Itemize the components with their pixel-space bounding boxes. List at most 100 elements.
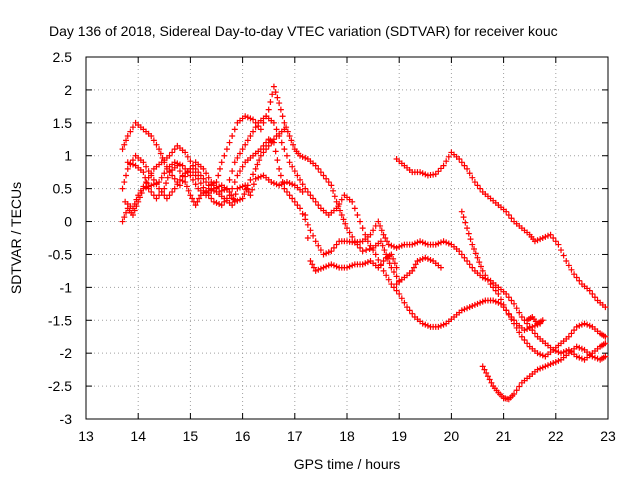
data-point (505, 211, 512, 218)
data-point (156, 192, 163, 199)
data-point (239, 163, 246, 170)
data-point (143, 163, 150, 170)
data-point (456, 248, 463, 255)
x-tick-label: 15 (183, 428, 199, 444)
data-point (302, 211, 309, 218)
data-point (364, 259, 371, 266)
data-point (479, 267, 486, 274)
data-point (518, 333, 525, 340)
data-point (195, 175, 202, 182)
data-point (386, 260, 393, 267)
data-point (555, 241, 562, 248)
data-point (544, 362, 551, 369)
data-point (148, 188, 155, 195)
y-tick-label: 1.5 (53, 115, 73, 131)
data-point (307, 258, 314, 265)
data-point (315, 165, 322, 172)
data-point (242, 113, 249, 120)
data-point (299, 153, 306, 160)
data-point (249, 186, 256, 193)
data-point (435, 240, 442, 247)
data-point (289, 195, 296, 202)
data-point (156, 179, 163, 186)
data-point (257, 152, 264, 159)
data-point (417, 169, 424, 176)
data-point (190, 162, 197, 169)
y-tick-label: -2.5 (48, 378, 72, 394)
data-point (283, 152, 290, 159)
data-point (291, 198, 298, 205)
data-point (474, 254, 481, 261)
data-point (216, 165, 223, 172)
data-point (234, 154, 241, 161)
data-point (390, 284, 397, 291)
data-point (192, 181, 199, 188)
data-point (359, 225, 366, 232)
data-point (508, 297, 515, 304)
data-point (150, 181, 157, 188)
data-point (456, 156, 463, 163)
data-point (158, 188, 165, 195)
data-point (375, 264, 382, 271)
data-point (380, 258, 387, 265)
data-point (492, 298, 499, 305)
data-point (276, 182, 283, 189)
data-point (469, 241, 476, 248)
y-tick-label: 2 (64, 82, 72, 98)
data-point (382, 235, 389, 241)
x-tick-label: 13 (78, 428, 94, 444)
data-point (328, 261, 335, 268)
data-point (576, 344, 583, 351)
data-point (500, 301, 507, 308)
data-point (401, 299, 408, 306)
x-tick-label: 20 (444, 428, 460, 444)
data-point (370, 227, 377, 234)
data-point (440, 321, 447, 328)
data-point (270, 180, 277, 187)
data-point (325, 179, 332, 186)
data-point (135, 198, 142, 205)
data-point (440, 238, 447, 245)
data-point (200, 184, 207, 191)
data-point (213, 184, 220, 191)
data-point (466, 304, 473, 311)
data-point (404, 304, 411, 311)
data-point (174, 181, 181, 188)
data-point (131, 207, 138, 214)
data-point (417, 256, 424, 263)
data-point (511, 390, 518, 397)
data-point (602, 304, 609, 311)
data-point (354, 211, 361, 218)
data-point (218, 159, 225, 166)
data-point (539, 364, 546, 371)
data-point (461, 254, 468, 261)
data-point (171, 146, 178, 153)
y-axis: 2.5 2 1.5 1 0.5 0 -0.5 -1 -1.5 -2 -2.5 -3 (48, 49, 608, 427)
data-point (156, 146, 163, 153)
data-point (148, 132, 155, 139)
data-point (247, 115, 254, 122)
data-point (544, 232, 551, 239)
data-point (124, 159, 131, 166)
data-point (602, 353, 609, 360)
data-point (182, 179, 189, 186)
data-point (417, 238, 424, 245)
data-point (158, 174, 165, 181)
data-point (150, 137, 157, 144)
data-point (340, 216, 347, 223)
data-point (197, 172, 204, 179)
data-point (270, 136, 277, 143)
data-point (218, 202, 225, 209)
data-point (200, 165, 207, 172)
data-point (236, 150, 243, 157)
data-point (221, 152, 228, 159)
data-point (260, 142, 267, 149)
data-point (422, 321, 429, 328)
data-point (393, 273, 400, 280)
data-point (284, 128, 291, 135)
data-point (581, 320, 588, 327)
y-tick-label: -1.5 (48, 312, 72, 328)
data-point (189, 195, 196, 202)
data-point (571, 271, 578, 278)
data-point (281, 146, 288, 153)
